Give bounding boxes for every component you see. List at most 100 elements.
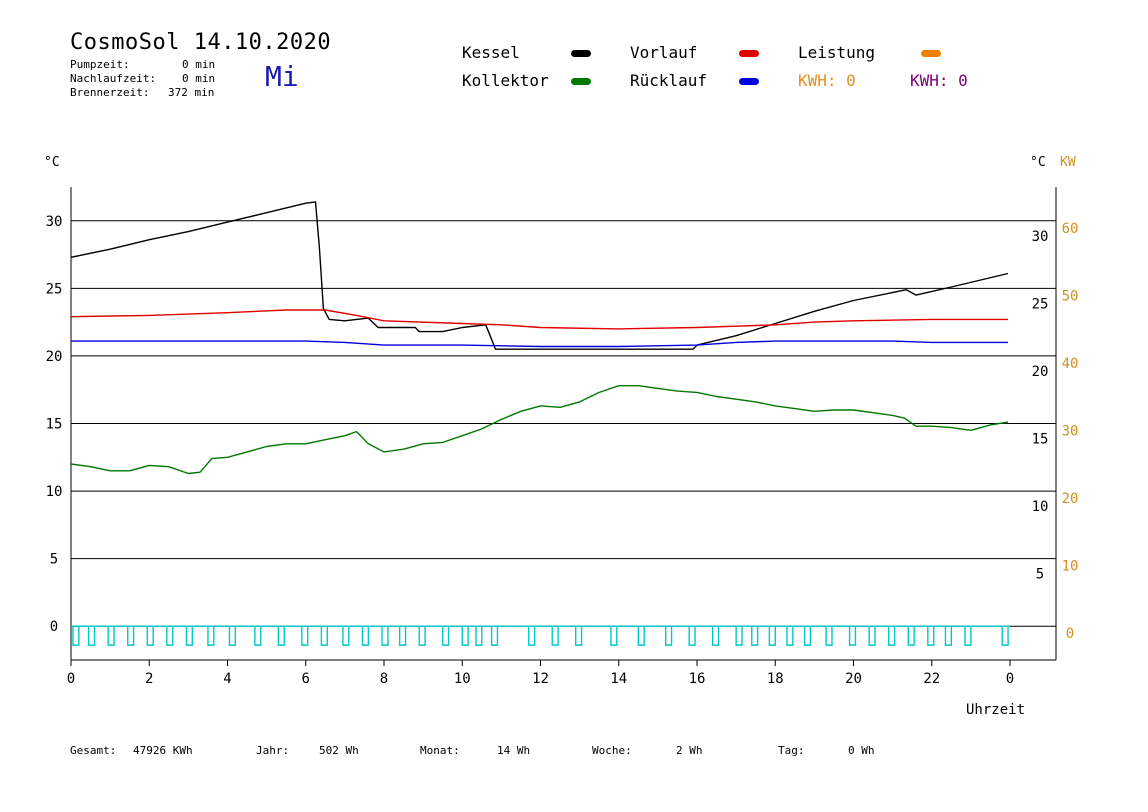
- y-tick-label-right-temp-15: 15: [1032, 432, 1049, 448]
- series-kessel: [70, 201, 1009, 350]
- series-leistung-pulse-8: [228, 626, 237, 646]
- legend-kessel-swatch: [571, 50, 591, 57]
- series-leistung-pulse-17: [418, 626, 426, 646]
- series-leistung-pulse-34: [803, 626, 812, 646]
- series-leistung-pulse-36: [848, 626, 857, 646]
- y-tick-label-left-30: 30: [46, 214, 63, 230]
- series-leistung-pulse-7: [207, 626, 215, 646]
- x-tick-label-5: 10: [454, 671, 471, 687]
- legend-leistung-swatch: [921, 50, 941, 57]
- series-leistung-pulse-39: [907, 626, 915, 646]
- footer-value-monat: 14 Wh: [497, 744, 531, 757]
- y-tick-label-right-power-30: 30: [1062, 424, 1079, 440]
- y-axis-unit-right-temp: °C: [1030, 155, 1046, 170]
- series-leistung-pulse-15: [381, 626, 389, 646]
- series-leistung-pulse-16: [398, 626, 407, 646]
- y-tick-label-right-temp-25: 25: [1032, 296, 1049, 312]
- y-tick-label-left-0: 0: [50, 619, 58, 635]
- x-tick-label-1: 2: [145, 671, 153, 687]
- footer-value-tag: 0 Wh: [848, 744, 875, 757]
- y-tick-label-right-power-40: 40: [1062, 356, 1079, 372]
- series-leistung-pulse-28: [688, 626, 696, 646]
- y-axis-unit-right-power: KW: [1060, 155, 1076, 170]
- series-layer: [70, 201, 1010, 646]
- series-kollektor: [70, 385, 1009, 475]
- stat-value-nachlaufzeit: 0 min: [182, 72, 216, 85]
- y-tick-label-right-power-50: 50: [1062, 288, 1079, 304]
- y-tick-label-right-power-20: 20: [1062, 491, 1079, 507]
- series-leistung-pulse-9: [254, 626, 262, 646]
- y-tick-label-left-5: 5: [50, 552, 58, 568]
- series-leistung-pulse-42: [964, 626, 972, 646]
- legend-ruecklauf-label: Rücklauf: [630, 71, 708, 90]
- legend-kessel-label: Kessel: [462, 43, 520, 62]
- x-tick-label-9: 18: [767, 671, 784, 687]
- grid-layer: [71, 220, 1056, 627]
- x-tick-label-0: 0: [67, 671, 75, 687]
- series-leistung-pulse-11: [301, 626, 309, 646]
- x-tick-label-12: 0: [1006, 671, 1014, 687]
- series-leistung-pulse-37: [868, 626, 876, 646]
- legend-ruecklauf-swatch: [739, 78, 759, 85]
- footer-value-woche: 2 Wh: [676, 744, 703, 757]
- stat-label-brennerzeit: Brennerzeit:: [70, 86, 150, 99]
- series-leistung-pulse-25: [610, 626, 618, 646]
- y-tick-label-right-temp-30: 30: [1032, 229, 1049, 245]
- series-leistung-pulse-21: [490, 626, 499, 646]
- series-leistung-pulse-31: [751, 626, 759, 646]
- footer-value-gesamt: 47926 KWh: [133, 744, 193, 757]
- stat-value-brennerzeit: 372 min: [168, 86, 215, 99]
- series-leistung-pulse-41: [944, 626, 953, 646]
- legend-leistung-label: Leistung: [798, 43, 876, 62]
- stat-label-nachlaufzeit: Nachlaufzeit:: [70, 72, 157, 85]
- x-tick-label-10: 20: [845, 671, 862, 687]
- x-axis-label: Uhrzeit: [966, 702, 1025, 718]
- series-leistung-pulse-22: [528, 626, 536, 646]
- x-tick-label-11: 22: [923, 671, 940, 687]
- series-rcklauf: [71, 340, 1008, 348]
- series-leistung-pulse-3: [127, 626, 135, 646]
- x-tick-label-4: 8: [380, 671, 388, 687]
- y-tick-label-right-power-0: 0: [1066, 626, 1074, 642]
- label-layer: °C °C KW Uhrzeit 0 2 4 6 8 10 12 14 16 18 20 22 0 0 5 1…: [44, 155, 1078, 718]
- series-leistung-pulse-4: [146, 626, 154, 646]
- series-leistung-pulse-32: [768, 626, 776, 646]
- legend-kwh-purple: KWH: 0: [910, 71, 968, 90]
- y-tick-label-left-10: 10: [46, 484, 63, 500]
- x-tick-label-7: 14: [610, 671, 627, 687]
- footer-label-gesamt: Gesamt:: [70, 744, 117, 757]
- weekday-label: Mi: [265, 60, 299, 93]
- legend-vorlauf-swatch: [739, 50, 759, 57]
- y-tick-label-left-25: 25: [46, 281, 63, 297]
- footer-label-monat: Monat:: [420, 744, 460, 757]
- series-leistung-pulse-14: [361, 626, 370, 646]
- legend-kollektor-swatch: [571, 78, 591, 85]
- series-leistung-pulse-30: [735, 626, 743, 646]
- series-leistung-pulse-1: [87, 626, 96, 646]
- legend-vorlauf-label: Vorlauf: [630, 43, 698, 62]
- series-leistung-pulse-5: [166, 626, 174, 646]
- y-axis-unit-left: °C: [44, 155, 60, 170]
- series-leistung-pulse-27: [665, 626, 673, 646]
- y-tick-label-left-15: 15: [46, 417, 63, 433]
- series-leistung-pulse-43: [1001, 626, 1009, 646]
- series-leistung-pulse-12: [320, 626, 328, 646]
- series-leistung-pulse-40: [927, 626, 935, 646]
- series-leistung-pulse-20: [475, 626, 483, 646]
- y-tick-label-right-power-60: 60: [1062, 221, 1079, 237]
- series-vorlauf: [70, 309, 1008, 330]
- series-leistung-pulse-33: [786, 626, 794, 646]
- y-tick-label-right-temp-10: 10: [1032, 499, 1049, 515]
- y-tick-label-right-temp-20: 20: [1032, 364, 1049, 380]
- x-tick-label-3: 6: [302, 671, 310, 687]
- footer-value-jahr: 502 Wh: [319, 744, 359, 757]
- series-leistung-pulse-26: [637, 626, 645, 646]
- y-tick-label-left-20: 20: [46, 349, 63, 365]
- page-title: CosmoSol 14.10.2020: [70, 30, 332, 55]
- x-tick-label-6: 12: [532, 671, 549, 687]
- series-leistung-pulse-24: [575, 626, 583, 646]
- y-tick-label-right-temp-5: 5: [1036, 567, 1044, 583]
- footer-label-tag: Tag:: [778, 744, 805, 757]
- footer-label-jahr: Jahr:: [256, 744, 290, 757]
